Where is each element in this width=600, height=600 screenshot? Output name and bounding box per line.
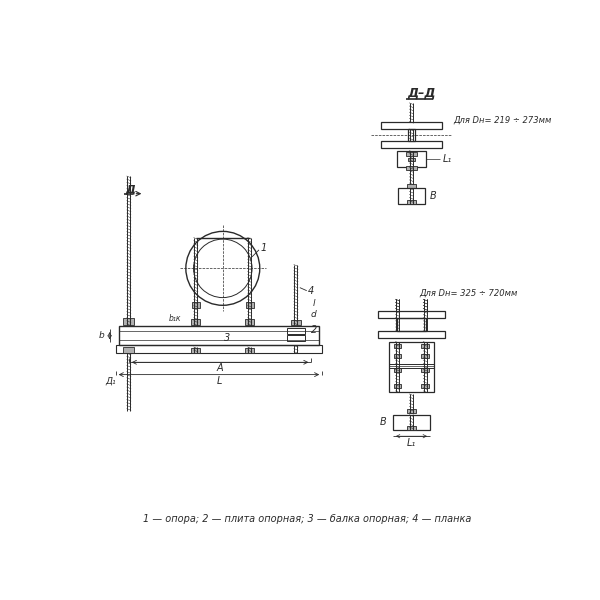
- Bar: [389, 341, 434, 392]
- Bar: [287, 335, 305, 341]
- Bar: [119, 326, 319, 346]
- Bar: [421, 354, 429, 358]
- Text: 2: 2: [311, 325, 317, 335]
- Text: Д–Д: Д–Д: [407, 87, 436, 100]
- Text: 4: 4: [308, 286, 314, 296]
- Bar: [389, 364, 434, 368]
- Text: Д₁: Д₁: [105, 376, 116, 385]
- Text: B: B: [380, 418, 387, 427]
- Bar: [394, 354, 401, 358]
- Bar: [377, 311, 445, 317]
- Bar: [421, 344, 429, 347]
- Bar: [397, 317, 426, 331]
- Bar: [406, 166, 417, 170]
- Text: b₁к: b₁к: [169, 314, 181, 323]
- Bar: [407, 200, 416, 203]
- Bar: [394, 384, 401, 388]
- Bar: [393, 415, 430, 430]
- Bar: [398, 188, 425, 203]
- Bar: [407, 158, 415, 161]
- Bar: [124, 347, 134, 353]
- Text: L₁: L₁: [443, 154, 452, 164]
- Text: 1: 1: [260, 242, 267, 253]
- Text: 1 — опора; 2 — плита опорная; 3 — балка опорная; 4 — планка: 1 — опора; 2 — плита опорная; 3 — балка …: [143, 514, 472, 524]
- Text: L₁: L₁: [407, 438, 416, 448]
- Bar: [124, 319, 134, 325]
- Bar: [245, 347, 254, 353]
- Bar: [394, 368, 401, 372]
- Bar: [407, 426, 416, 430]
- Bar: [287, 328, 305, 334]
- Text: 3: 3: [224, 332, 230, 343]
- Bar: [246, 302, 254, 308]
- Text: Для Dн= 219 ÷ 273мм: Для Dн= 219 ÷ 273мм: [454, 115, 552, 124]
- Bar: [407, 409, 416, 413]
- Bar: [116, 346, 322, 353]
- Bar: [397, 151, 426, 167]
- Bar: [380, 141, 442, 148]
- Text: L: L: [216, 376, 221, 386]
- Bar: [407, 184, 416, 188]
- Text: A: A: [217, 364, 223, 373]
- Text: Д: Д: [125, 184, 136, 194]
- Bar: [421, 368, 429, 372]
- Bar: [191, 319, 200, 325]
- Bar: [292, 320, 301, 325]
- Bar: [245, 319, 254, 325]
- Bar: [377, 331, 445, 338]
- Text: B: B: [430, 191, 436, 201]
- Bar: [406, 152, 417, 156]
- Text: l: l: [313, 298, 315, 307]
- Bar: [380, 122, 442, 129]
- Bar: [407, 129, 415, 141]
- Text: d: d: [311, 310, 317, 319]
- Bar: [192, 302, 200, 308]
- Text: b: b: [99, 331, 105, 340]
- Bar: [421, 384, 429, 388]
- Bar: [394, 344, 401, 347]
- Bar: [191, 347, 200, 353]
- Text: Для Dн= 325 ÷ 720мм: Для Dн= 325 ÷ 720мм: [419, 289, 518, 298]
